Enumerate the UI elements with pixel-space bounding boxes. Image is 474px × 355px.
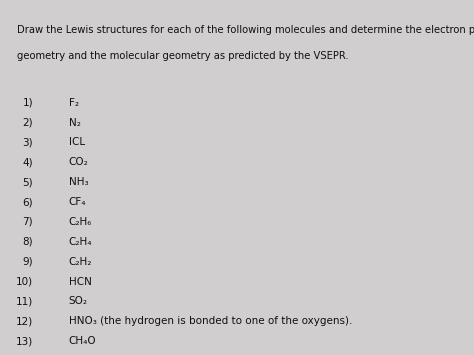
Text: F₂: F₂	[69, 98, 79, 108]
Text: 10): 10)	[16, 277, 33, 286]
Text: 5): 5)	[23, 177, 33, 187]
Text: 11): 11)	[16, 296, 33, 306]
Text: HNO₃ (the hydrogen is bonded to one of the oxygens).: HNO₃ (the hydrogen is bonded to one of t…	[69, 316, 352, 326]
Text: 9): 9)	[23, 257, 33, 267]
Text: HCN: HCN	[69, 277, 91, 286]
Text: CF₄: CF₄	[69, 197, 86, 207]
Text: 8): 8)	[23, 237, 33, 247]
Text: 6): 6)	[23, 197, 33, 207]
Text: Draw the Lewis structures for each of the following molecules and determine the : Draw the Lewis structures for each of th…	[17, 25, 474, 35]
Text: 4): 4)	[23, 157, 33, 167]
Text: 13): 13)	[16, 336, 33, 346]
Text: SO₂: SO₂	[69, 296, 88, 306]
Text: 7): 7)	[23, 217, 33, 227]
Text: N₂: N₂	[69, 118, 81, 127]
Text: 2): 2)	[23, 118, 33, 127]
Text: 3): 3)	[23, 137, 33, 147]
Text: C₂H₄: C₂H₄	[69, 237, 92, 247]
Text: CH₄O: CH₄O	[69, 336, 96, 346]
Text: 1): 1)	[23, 98, 33, 108]
Text: NH₃: NH₃	[69, 177, 88, 187]
Text: 12): 12)	[16, 316, 33, 326]
Text: C₂H₂: C₂H₂	[69, 257, 92, 267]
Text: geometry and the molecular geometry as predicted by the VSEPR.: geometry and the molecular geometry as p…	[17, 51, 348, 61]
Text: CO₂: CO₂	[69, 157, 89, 167]
Text: ICL: ICL	[69, 137, 85, 147]
Text: C₂H₆: C₂H₆	[69, 217, 92, 227]
